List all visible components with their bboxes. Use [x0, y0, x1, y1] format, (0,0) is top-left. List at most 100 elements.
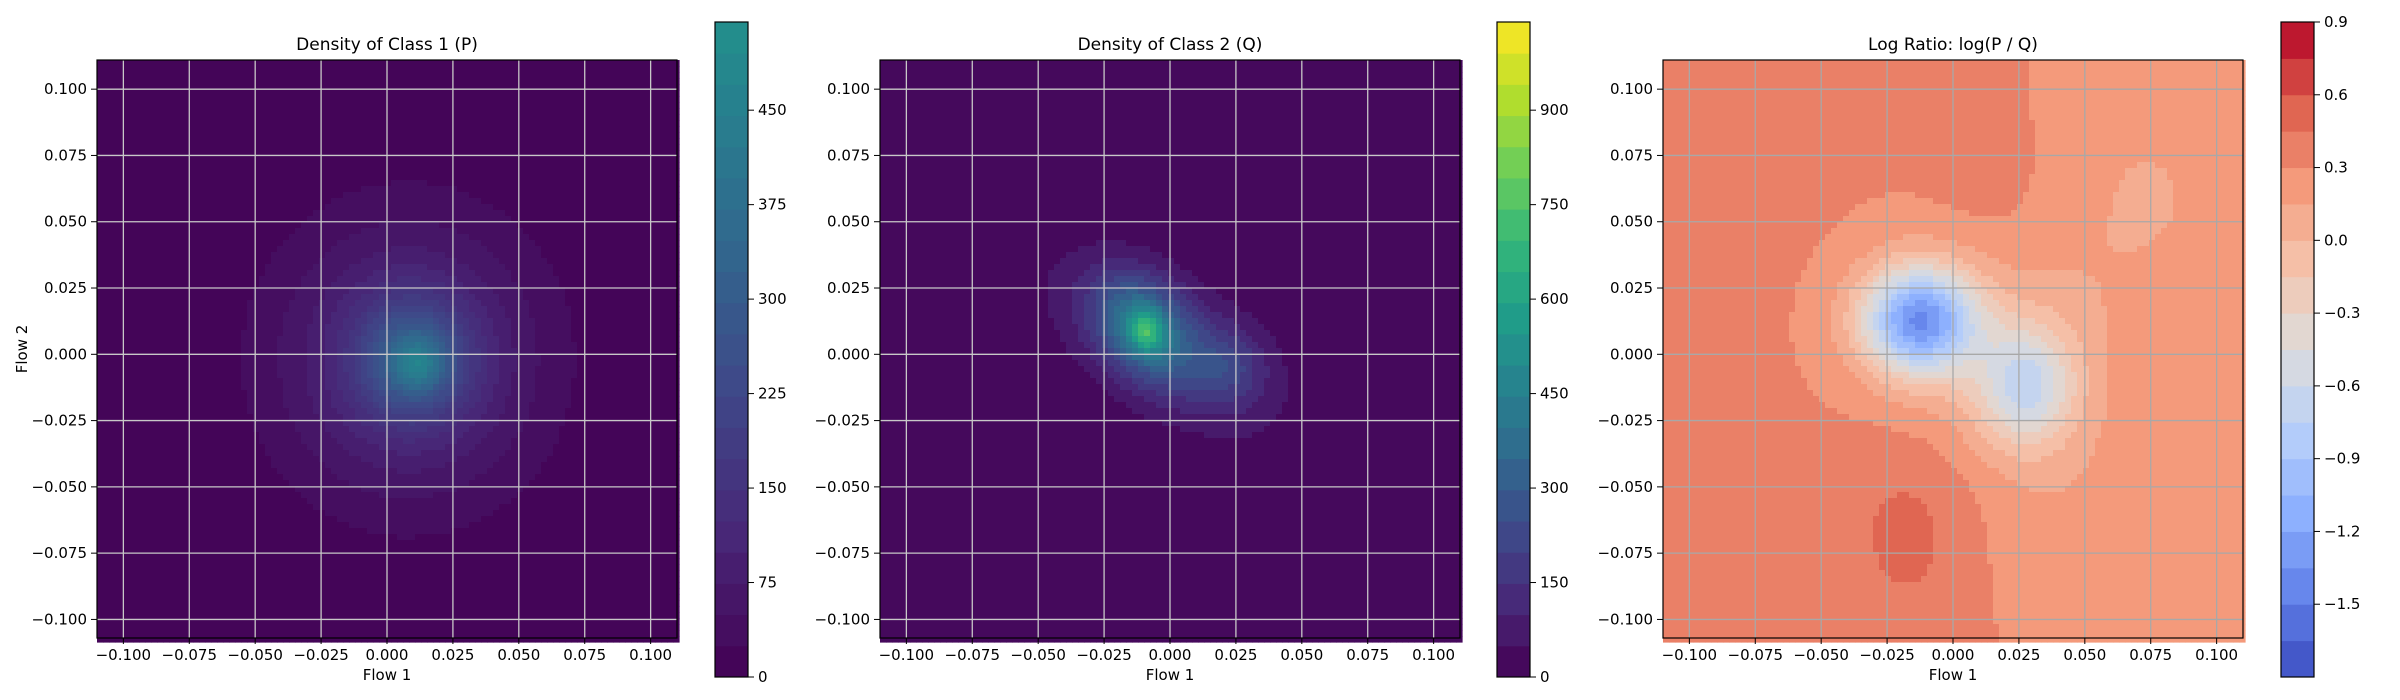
x-tick-label: 0.075 — [563, 646, 606, 664]
y-tick-label: 0.075 — [1610, 146, 1653, 164]
colorbar-tick-label: 900 — [1540, 101, 1569, 119]
colorbar-level — [2281, 567, 2314, 605]
y-tick-label: −0.050 — [814, 478, 870, 496]
y-tick-label: 0.050 — [1610, 213, 1653, 231]
colorbar-level — [715, 365, 748, 397]
colorbar-tick-label: 300 — [1540, 479, 1569, 497]
colorbar-level — [1497, 396, 1530, 428]
colorbar-frame — [2280, 21, 2315, 678]
x-tick-label: −0.050 — [227, 646, 283, 664]
colorbar-level — [1497, 302, 1530, 335]
x-tick-label: −0.075 — [1728, 646, 1784, 664]
x-tick-label: −0.100 — [1662, 646, 1718, 664]
colorbar-level — [2281, 131, 2314, 169]
x-tick-label: 0.100 — [2195, 646, 2238, 664]
colorbar-level — [715, 333, 748, 366]
heatmap-field — [880, 60, 1463, 643]
colorbar: −1.5 −1.2 −0.9 −0.6 −0.3 0.0 0.3 0.6 0.9 — [2280, 13, 2360, 678]
heatmap-field — [97, 60, 680, 643]
colorbar-tick-label: 450 — [758, 101, 787, 119]
colorbar-tick-label: 375 — [758, 196, 787, 214]
x-tick-label: −0.100 — [96, 646, 152, 664]
colorbar-level — [2281, 604, 2314, 642]
colorbar-level — [2281, 58, 2314, 96]
y-tick-label: −0.100 — [814, 610, 870, 628]
y-tick-label: −0.050 — [31, 478, 87, 496]
colorbar-level — [715, 583, 748, 616]
colorbar-level — [2281, 94, 2314, 132]
colorbar-tick-label: 0 — [758, 668, 768, 686]
panel-1: −0.100 −0.075 −0.050 −0.025 0.000 0.025 0.050 0… — [13, 21, 787, 686]
y-tick-label: 0.025 — [1610, 279, 1653, 297]
x-axis-label: Flow 1 — [363, 666, 412, 684]
colorbar-level — [2281, 495, 2314, 532]
y-tick-label: −0.075 — [814, 544, 870, 562]
colorbar-tick-label: 0.6 — [2324, 86, 2348, 104]
x-tick-label: −0.025 — [293, 646, 349, 664]
colorbar-level — [1497, 521, 1530, 553]
colorbar-tick-label: −0.9 — [2324, 450, 2360, 468]
colorbar-tick-label: 150 — [758, 479, 787, 497]
x-tick-label: 0.025 — [1214, 646, 1257, 664]
y-tick-label: 0.050 — [44, 213, 87, 231]
colorbar-tick-label: 750 — [1540, 196, 1569, 214]
chart-title: Density of Class 1 (P) — [296, 35, 478, 55]
y-tick-label: −0.025 — [31, 412, 87, 430]
colorbar-tick-label: −1.2 — [2324, 522, 2360, 540]
colorbar-level — [1497, 427, 1530, 460]
x-tick-label: 0.000 — [1149, 646, 1192, 664]
colorbar-level — [715, 427, 748, 460]
colorbar-level — [715, 302, 748, 335]
colorbar-level — [2281, 422, 2314, 460]
x-tick-label: 0.100 — [1412, 646, 1455, 664]
chart-title: Density of Class 2 (Q) — [1078, 35, 1263, 55]
colorbar-level — [2281, 349, 2314, 387]
y-tick-label: 0.050 — [827, 213, 870, 231]
x-tick-label: 0.075 — [1346, 646, 1389, 664]
grid — [880, 60, 1460, 638]
colorbar-level — [1497, 458, 1530, 491]
colorbar-level — [1497, 552, 1530, 584]
colorbar-level — [2281, 640, 2314, 678]
colorbar-level — [1497, 365, 1530, 397]
x-tick-label: 0.000 — [1932, 646, 1975, 664]
y-tick-label: 0.025 — [44, 279, 87, 297]
chart-title: Log Ratio: log(P / Q) — [1868, 35, 2038, 55]
y-tick-label: 0.000 — [44, 345, 87, 363]
colorbar-level — [1497, 614, 1530, 647]
colorbar-level — [2281, 276, 2314, 314]
colorbar-level — [715, 53, 748, 85]
colorbar-tick-label: 450 — [1540, 385, 1569, 403]
y-tick-label: −0.075 — [31, 544, 87, 562]
colorbar-tick-label: 75 — [758, 574, 777, 592]
colorbar-level — [715, 240, 748, 273]
y-tick-label: 0.000 — [827, 345, 870, 363]
colorbar-level — [1497, 53, 1530, 85]
colorbar-level — [1497, 177, 1530, 210]
colorbar-level — [1497, 333, 1530, 366]
colorbar-level — [715, 645, 748, 678]
colorbar-level — [715, 209, 748, 241]
colorbar-level — [715, 84, 748, 117]
x-tick-label: −0.050 — [1793, 646, 1849, 664]
y-tick-label: 0.075 — [827, 146, 870, 164]
colorbar-level — [715, 177, 748, 210]
y-tick-label: 0.100 — [1610, 80, 1653, 98]
colorbar-level — [2281, 167, 2314, 205]
colorbar-tick-label: −0.6 — [2324, 377, 2360, 395]
colorbar-level — [2281, 458, 2314, 496]
colorbar-level — [2281, 22, 2314, 59]
x-tick-label: −0.100 — [879, 646, 935, 664]
colorbar-level — [715, 521, 748, 553]
x-tick-label: 0.050 — [497, 646, 540, 664]
colorbar-level — [2281, 313, 2314, 350]
colorbar-level — [1497, 489, 1530, 522]
colorbar: 0 150 300 450 600 750 900 — [1496, 21, 1569, 686]
colorbar-level — [1497, 22, 1530, 54]
colorbar-level — [1497, 240, 1530, 273]
colorbar-level — [1497, 583, 1530, 616]
y-tick-label: 0.000 — [1610, 345, 1653, 363]
colorbar-level — [715, 614, 748, 647]
y-tick-label: 0.100 — [827, 80, 870, 98]
